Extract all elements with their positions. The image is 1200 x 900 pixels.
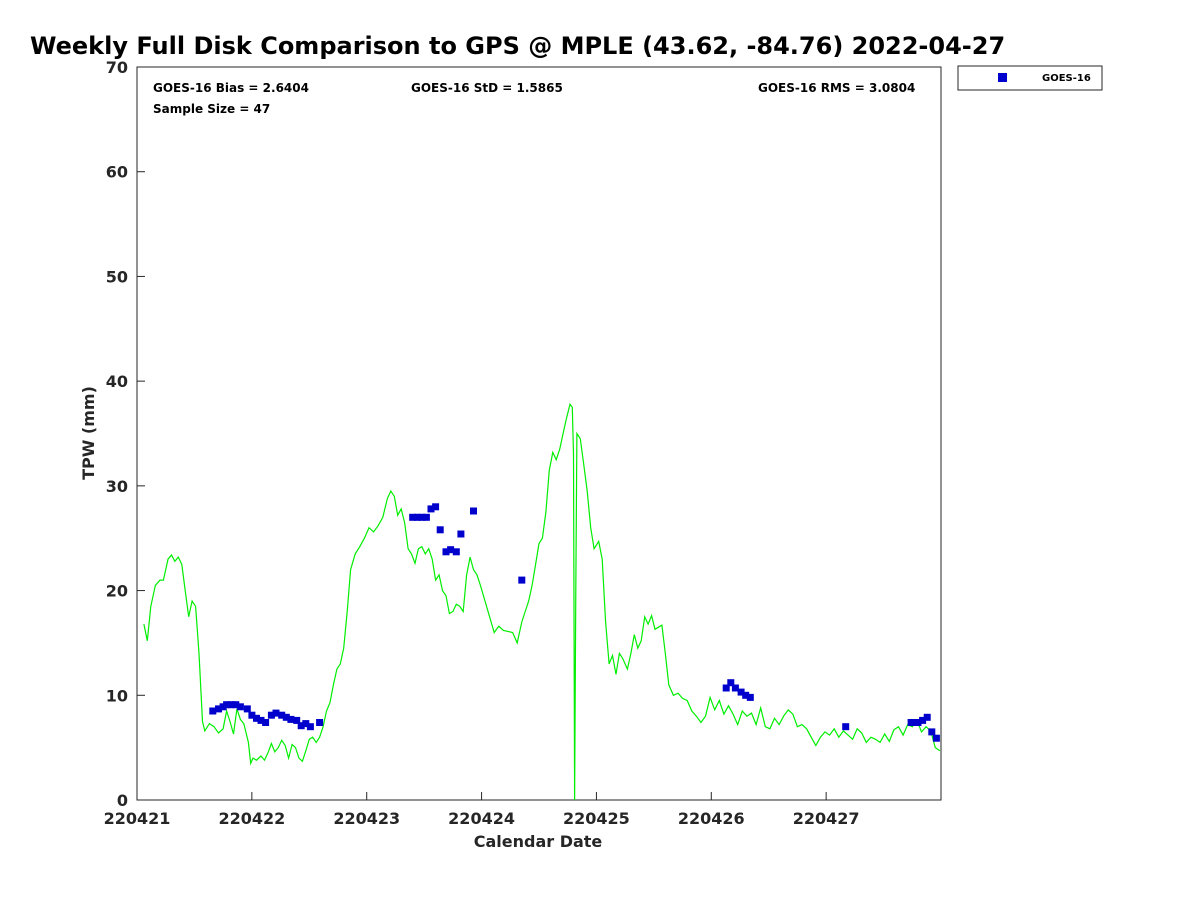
plot-area: [136, 66, 942, 801]
goes16-data-point: [236, 703, 244, 711]
goes16-data-point: [932, 734, 940, 742]
goes16-data-point: [418, 513, 426, 521]
goes16-data-point: [928, 728, 936, 736]
goes16-data-point: [293, 716, 301, 724]
legend: GOES-16: [957, 65, 1103, 91]
goes16-data-point: [919, 716, 927, 724]
chart-title: Weekly Full Disk Comparison to GPS @ MPL…: [30, 32, 1005, 60]
goes16-data-point: [209, 707, 217, 715]
x-tick-label: 220425: [563, 809, 630, 828]
y-tick-label: 10: [106, 686, 128, 705]
goes16-data-point: [232, 701, 240, 709]
goes16-data-point: [297, 722, 305, 730]
x-tick-label: 220423: [333, 809, 400, 828]
y-tick-label: 60: [106, 163, 128, 182]
goes16-data-point: [907, 719, 915, 726]
goes16-data-point: [452, 548, 460, 556]
x-axis-label: Calendar Date: [474, 832, 603, 851]
goes16-data-point: [223, 701, 231, 709]
goes16-data-point: [742, 691, 750, 699]
x-axis-ticks: 220421 220422 220423 220424 220425 220426 2204…: [104, 792, 860, 828]
stat-sample-size: Sample Size = 47: [153, 102, 270, 116]
goes16-data-point: [267, 711, 275, 719]
goes16-data-point: [215, 705, 222, 713]
y-tick-label: 40: [106, 372, 128, 391]
goes16-data-point: [262, 719, 270, 726]
goes16-data-point: [914, 719, 922, 726]
plot-frame: [136, 66, 942, 801]
scatter-series-layer: [209, 503, 940, 742]
goes16-data-point: [746, 693, 754, 701]
y-axis-ticks: 0 10 20 30 40 50 60 70: [106, 58, 145, 810]
goes16-data-point: [287, 715, 295, 723]
goes16-data-point: [253, 714, 260, 722]
goes16-data-point: [436, 526, 444, 534]
goes16-data-point: [306, 723, 314, 731]
y-tick-label: 50: [106, 267, 128, 286]
x-tick-label: 220424: [448, 809, 515, 828]
x-tick-label: 220427: [793, 809, 860, 828]
y-tick-label: 20: [106, 582, 128, 601]
goes16-data-point: [727, 679, 735, 687]
goes16-data-point: [731, 684, 739, 692]
goes16-data-point: [409, 513, 417, 521]
goes16-data-point: [302, 720, 310, 728]
goes16-data-point: [442, 548, 450, 556]
y-tick-label: 0: [117, 791, 128, 810]
goes16-data-point: [272, 709, 280, 717]
goes16-data-point: [432, 503, 440, 511]
x-tick-label: 220421: [104, 809, 171, 828]
goes16-data-point: [413, 513, 421, 521]
goes16-data-point: [316, 719, 324, 726]
x-tick-label: 220426: [678, 809, 745, 828]
goes16-data-point: [243, 705, 251, 713]
goes16-data-point: [282, 713, 290, 721]
goes16-data-point: [923, 713, 931, 721]
goes16-data-point: [737, 688, 745, 696]
goes16-data-point: [257, 716, 265, 724]
y-tick-label: 70: [106, 58, 128, 77]
goes16-data-point: [470, 507, 477, 515]
x-tick-label: 220422: [218, 809, 285, 828]
goes16-data-point: [457, 530, 465, 538]
legend-label-goes16: GOES-16: [1042, 73, 1091, 84]
stat-bias: GOES-16 Bias = 2.6404: [153, 81, 309, 95]
goes16-data-point: [248, 711, 256, 719]
y-axis-label: TPW (mm): [79, 386, 98, 480]
goes16-data-point: [722, 684, 730, 692]
goes16-data-point: [842, 723, 850, 731]
line-series-layer: [143, 402, 941, 801]
goes16-data-point: [427, 505, 435, 513]
stat-std: GOES-16 StD = 1.5865: [411, 81, 563, 95]
y-tick-label: 30: [106, 477, 128, 496]
legend-box: [957, 65, 1103, 91]
gps-tpw-line: [143, 402, 941, 801]
goes16-data-point: [447, 546, 455, 554]
goes16-data-point: [518, 576, 526, 584]
stat-rms: GOES-16 RMS = 3.0804: [758, 81, 915, 95]
goes16-data-point: [278, 711, 286, 719]
goes16-data-point: [422, 513, 430, 521]
legend-marker-goes16: [998, 73, 1007, 82]
goes16-data-point: [227, 701, 235, 709]
